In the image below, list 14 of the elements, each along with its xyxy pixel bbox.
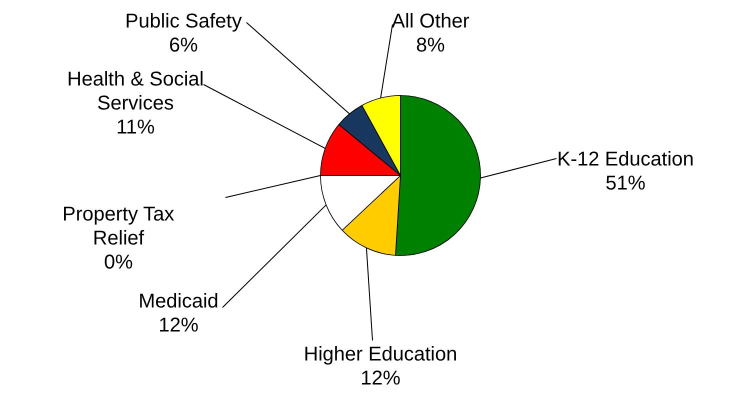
data-label: 51% xyxy=(605,172,646,194)
data-label: 6% xyxy=(169,34,198,56)
data-label: 12% xyxy=(360,368,401,390)
text: 0% xyxy=(104,252,133,274)
slice-label: K-12 Education xyxy=(557,148,694,170)
slice-label: Medicaid xyxy=(138,290,219,312)
slice-label: Public Safety xyxy=(125,10,242,32)
slice-label: Health & Social Services xyxy=(67,68,204,114)
category-label: Property Tax Relief xyxy=(62,204,174,250)
data-label: 11% xyxy=(116,116,155,138)
data-label: 12% xyxy=(158,314,199,336)
data-label: 8% xyxy=(416,34,446,56)
slice-label: All Other xyxy=(392,10,470,32)
slice-label: Higher Education xyxy=(304,344,458,366)
